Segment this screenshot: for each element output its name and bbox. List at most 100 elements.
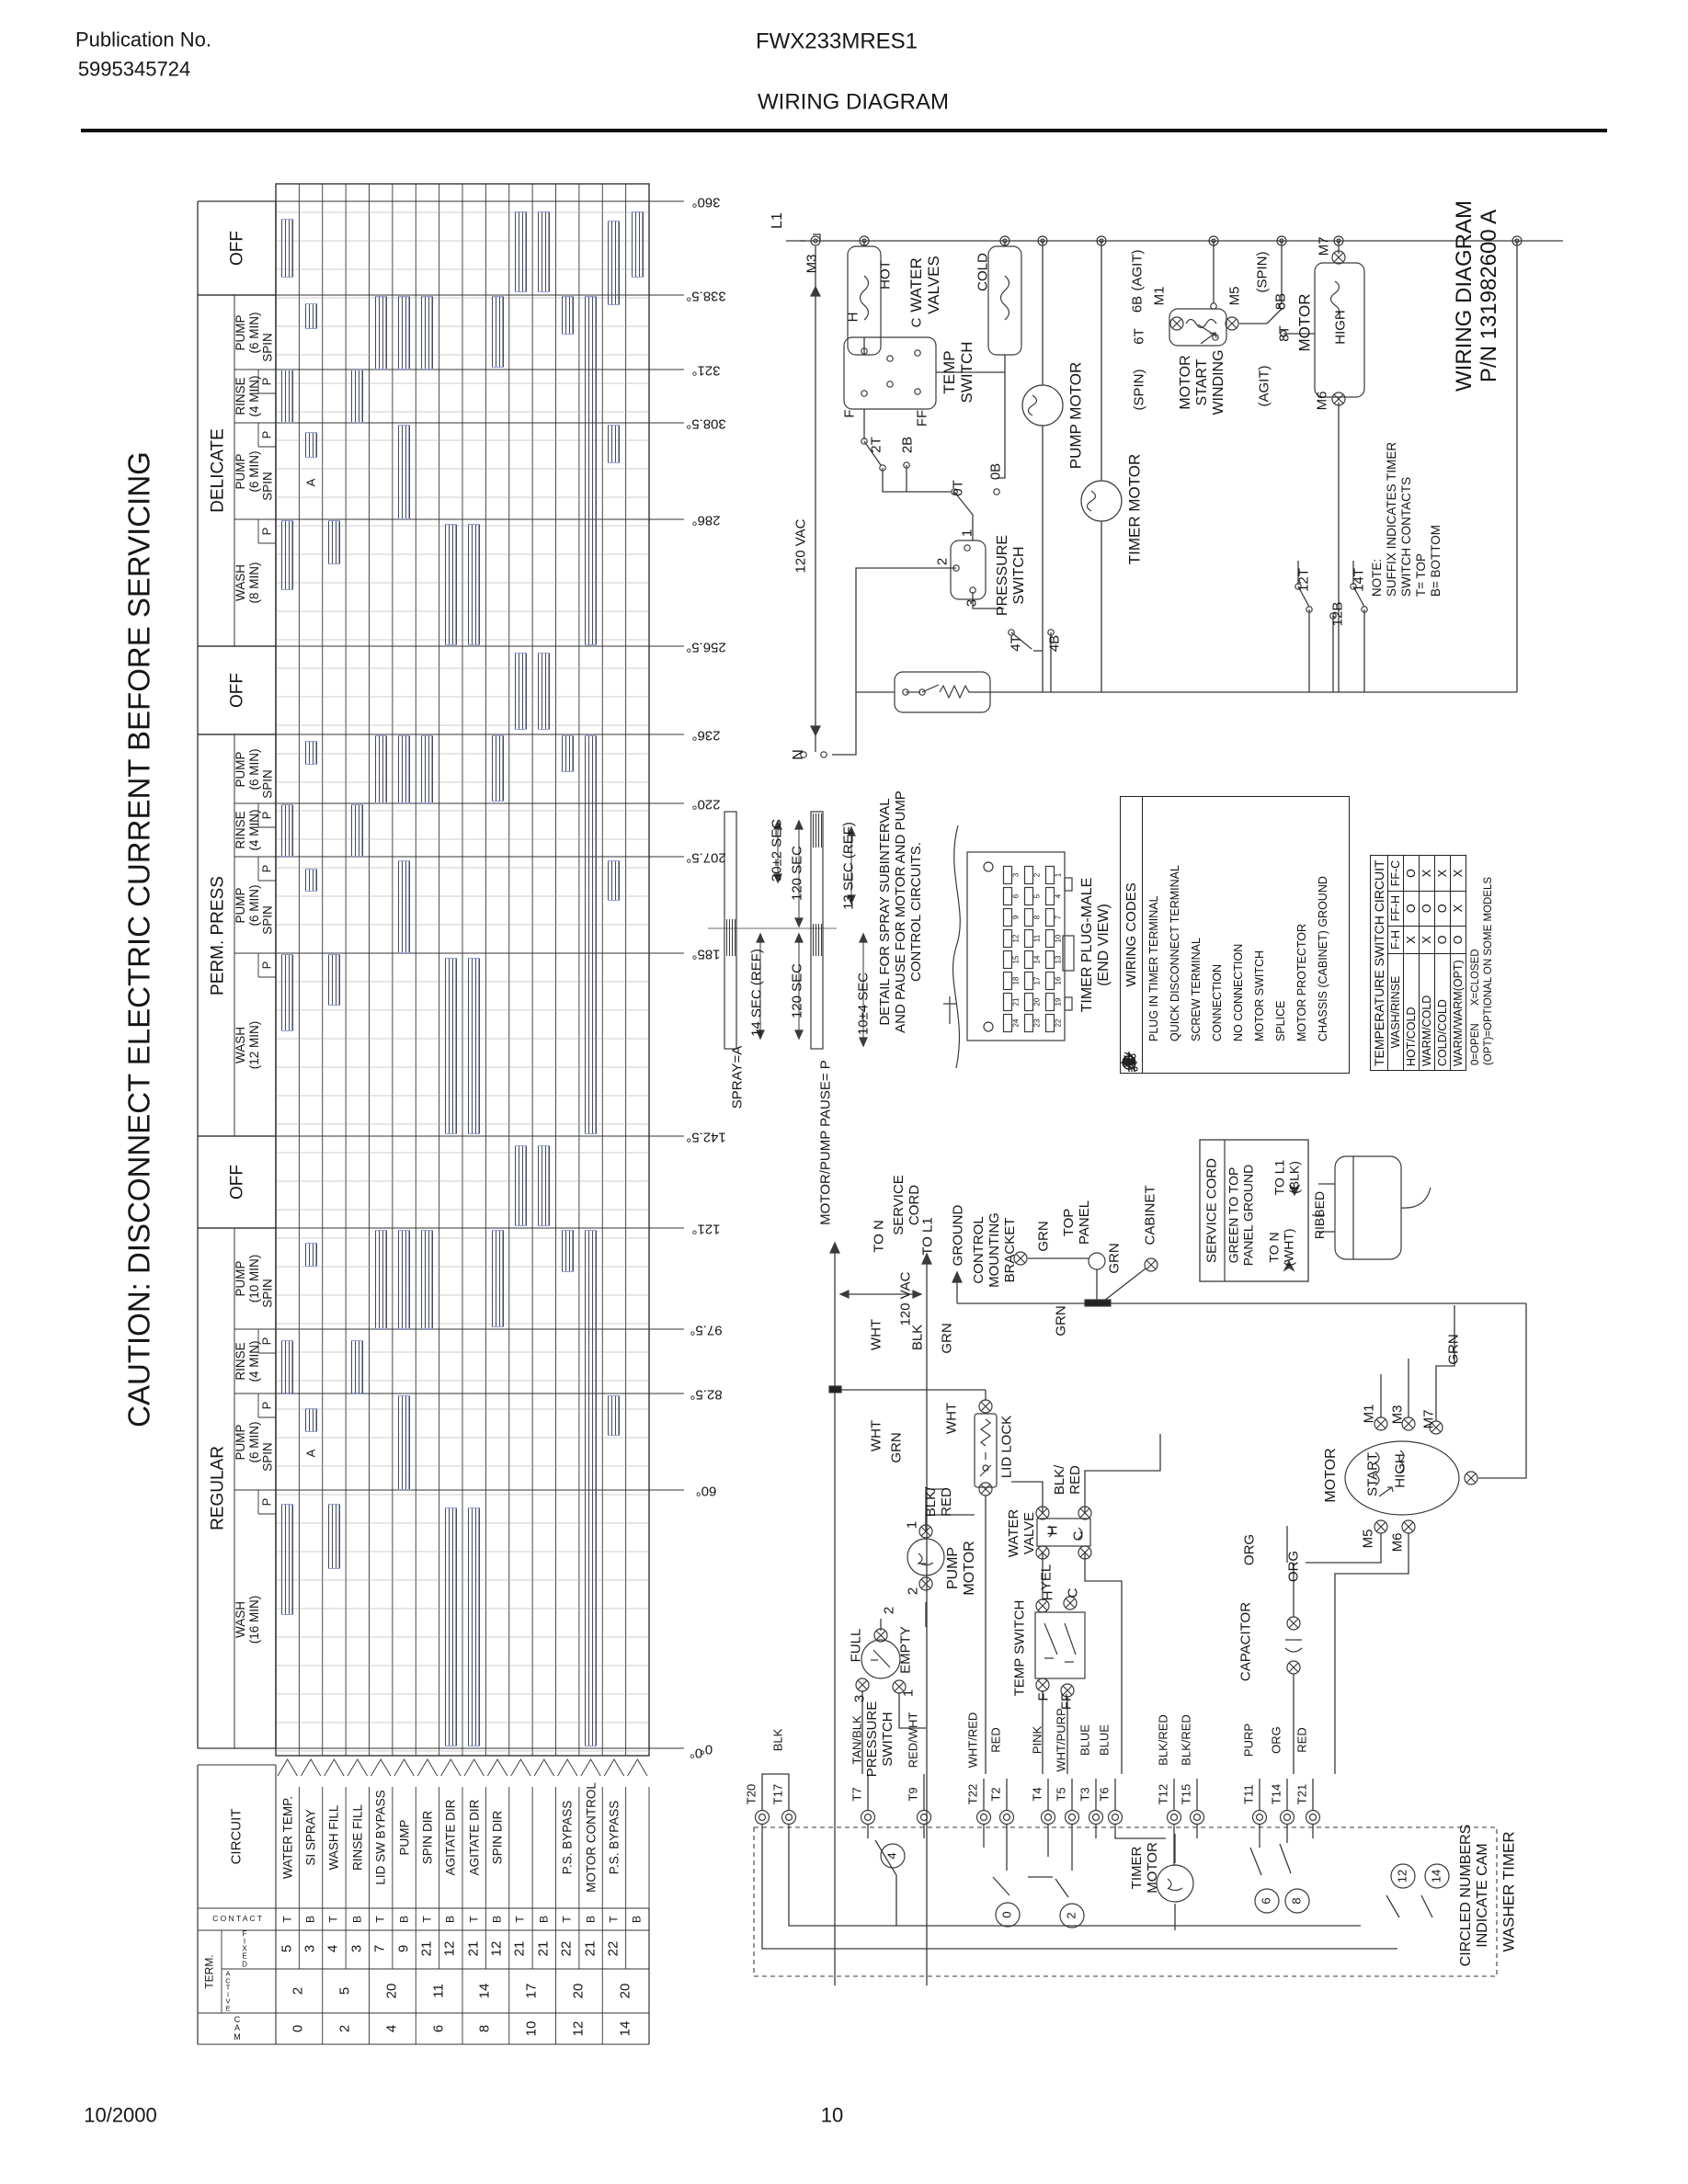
label-spin: (SPIN)	[1254, 251, 1271, 293]
label-service-cord: SERVICE CORD	[891, 1175, 922, 1235]
label-org: ORG	[1241, 1533, 1258, 1566]
temp-state: X	[1419, 926, 1435, 954]
plug-terminal-24: 24	[1011, 1018, 1021, 1028]
cam-closure-bar	[281, 219, 294, 278]
temp-table-footnotes: 0=OPEN X=CLOSED (OPT)=OPTIONAL ON SOME M…	[1470, 876, 1495, 1065]
cam-closure-bar	[631, 211, 644, 278]
legend-item-screw-terminal: SCREW TERMINAL	[1122, 797, 1206, 1073]
cycle-label-regular: REGULAR	[208, 1446, 228, 1530]
label-m3: M3	[804, 254, 820, 274]
label-full: FULL	[848, 1628, 864, 1663]
label-spray-a: SPRAY=A	[729, 1045, 746, 1109]
footer-date: 10/2000	[84, 2103, 157, 2127]
cam-closure-bar	[538, 1145, 551, 1226]
legend-item-chassis-cabinet-ground: CHASSIS (CABINET) GROUND	[1123, 797, 1333, 1073]
label-n: N	[791, 749, 807, 760]
label-21: 21	[465, 1940, 482, 1957]
label-1: 1	[900, 1689, 917, 1698]
label-grn: GRN	[888, 1432, 905, 1463]
cam-closure-bar	[351, 1340, 364, 1394]
label-motor: MOTOR	[1295, 293, 1314, 352]
wire-color-blk-red: BLK/RED	[1179, 1714, 1193, 1766]
degree-tick-286deg: 286°	[691, 512, 721, 529]
label-t: T	[279, 1916, 293, 1923]
legend-label: CHASSIS (CABINET) GROUND	[1316, 876, 1329, 1041]
wire-color-purp: PURP	[1241, 1723, 1256, 1757]
cam-number-0: 0	[290, 2024, 306, 2033]
plug-terminal-8: 8	[1032, 915, 1042, 920]
wire-color-blue: BLUE	[1078, 1724, 1092, 1756]
circuit-label-lid-sw-bypass: LID SW BYPASS	[373, 1790, 388, 1885]
label-lid-lock: LID LOCK	[998, 1415, 1015, 1479]
plug-terminal-2: 2	[1032, 872, 1042, 878]
cam-closure-bar	[608, 425, 621, 463]
circuit-label-motor-control: MOTOR CONTROL	[584, 1782, 599, 1893]
cam-number-10: 10	[523, 2020, 540, 2037]
cam-closure-bar	[398, 735, 411, 803]
label-f: F	[841, 409, 858, 418]
temp-state: X	[1403, 926, 1420, 954]
cam-circle-2: 2	[1064, 1912, 1078, 1919]
terminal-t20: T20	[744, 1783, 758, 1805]
label-m1: M1	[1151, 286, 1168, 306]
temp-state: X	[1450, 891, 1466, 927]
label-4: 4	[325, 1944, 342, 1953]
phase-label-wash-8-min: WASH (8 MIN)	[233, 562, 261, 604]
circuit-label-rinse-fill: RINSE FILL	[350, 1803, 365, 1871]
wire-color-blue: BLUE	[1097, 1724, 1112, 1756]
label-pressure-switch: PRESSURE SWITCH	[995, 534, 1027, 617]
temp-state: O	[1403, 891, 1420, 927]
legend-label: MOTOR PROTECTOR	[1295, 923, 1308, 1041]
pause-marker-p: P	[259, 1337, 274, 1346]
caution-text: CAUTION: DISCONNECT ELECTRIC CURRENT BEF…	[121, 451, 156, 1428]
phase-label-pump-6-min: PUMP (6 MIN)	[233, 450, 261, 492]
label-t: T	[607, 1916, 621, 1923]
label-pressure-switch: PRESSURE SWITCH	[864, 1701, 895, 1778]
active-term-5: 5	[336, 1986, 353, 1996]
pause-marker-p: P	[259, 1497, 274, 1507]
label-spin: SPIN	[260, 1441, 275, 1472]
label-14-sec-ref: 14 SEC (REF)	[748, 949, 765, 1037]
circuit-label-spin-dir: SPIN DIR	[420, 1810, 435, 1865]
legend-item-no-connection: NO CONNECTION	[1121, 797, 1249, 1073]
label-to-n-wht: TO N (WHT)	[1266, 1228, 1295, 1267]
cam-closure-bar	[491, 296, 504, 368]
plug-terminal-15: 15	[1011, 955, 1021, 964]
label-ground: GROUND	[950, 1204, 966, 1267]
wire-color-blk: BLK	[770, 1728, 785, 1752]
label-cabinet: CABINET	[1142, 1185, 1158, 1246]
label-12b: 12B	[1329, 601, 1346, 627]
plug-terminal-12: 12	[1011, 934, 1021, 943]
legend-label: MOTOR SWITCH	[1252, 950, 1266, 1041]
temp-col-f-h: F-H	[1387, 926, 1404, 954]
label-3: 3	[348, 1944, 365, 1953]
cam-closure-bar	[327, 1504, 340, 1569]
label-120-sec: 120 SEC	[789, 845, 805, 902]
terminal-t7: T7	[850, 1787, 864, 1802]
label-control-mounting-bracket: CONTROL MOUNTING BRACKET	[970, 1212, 1018, 1288]
plug-terminal-3: 3	[1011, 872, 1021, 878]
temp-row-warm-warm-opt: WARM/WARM(OPT)	[1450, 953, 1466, 1071]
cam-closure-bar	[304, 741, 317, 765]
legend-label: CONNECTION	[1210, 963, 1224, 1041]
label-m7: M7	[1420, 1409, 1437, 1429]
active-term-17: 17	[523, 1983, 540, 1999]
label-c: C	[908, 317, 925, 328]
label-green-to-top-panel-ground: GREEN TO TOP PANEL GROUND	[1226, 1164, 1255, 1267]
label-start: START	[1364, 1452, 1381, 1496]
temp-row-cold-cold: COLD/COLD	[1434, 953, 1451, 1071]
cam-closure-bar	[304, 432, 317, 458]
label-service-cord: SERVICE CORD	[1203, 1158, 1220, 1263]
model-number: FWX233MRES1	[755, 28, 918, 54]
label-to-n: TO N	[871, 1220, 887, 1253]
pause-marker-p: P	[259, 961, 274, 970]
terminal-t11: T11	[1241, 1784, 1256, 1804]
temp-state: O	[1403, 855, 1420, 892]
cam-closure-bar	[444, 958, 457, 1134]
label-30-2-sec: 30±2 SEC	[769, 818, 785, 882]
active-term-20: 20	[570, 1983, 587, 1999]
phase-off: OFF	[226, 1165, 246, 1200]
wire-color-blk-red: BLK/RED	[1156, 1714, 1170, 1766]
degree-tick-82.5deg: 82.5°	[690, 1386, 723, 1403]
plug-terminal-18: 18	[1011, 976, 1021, 985]
